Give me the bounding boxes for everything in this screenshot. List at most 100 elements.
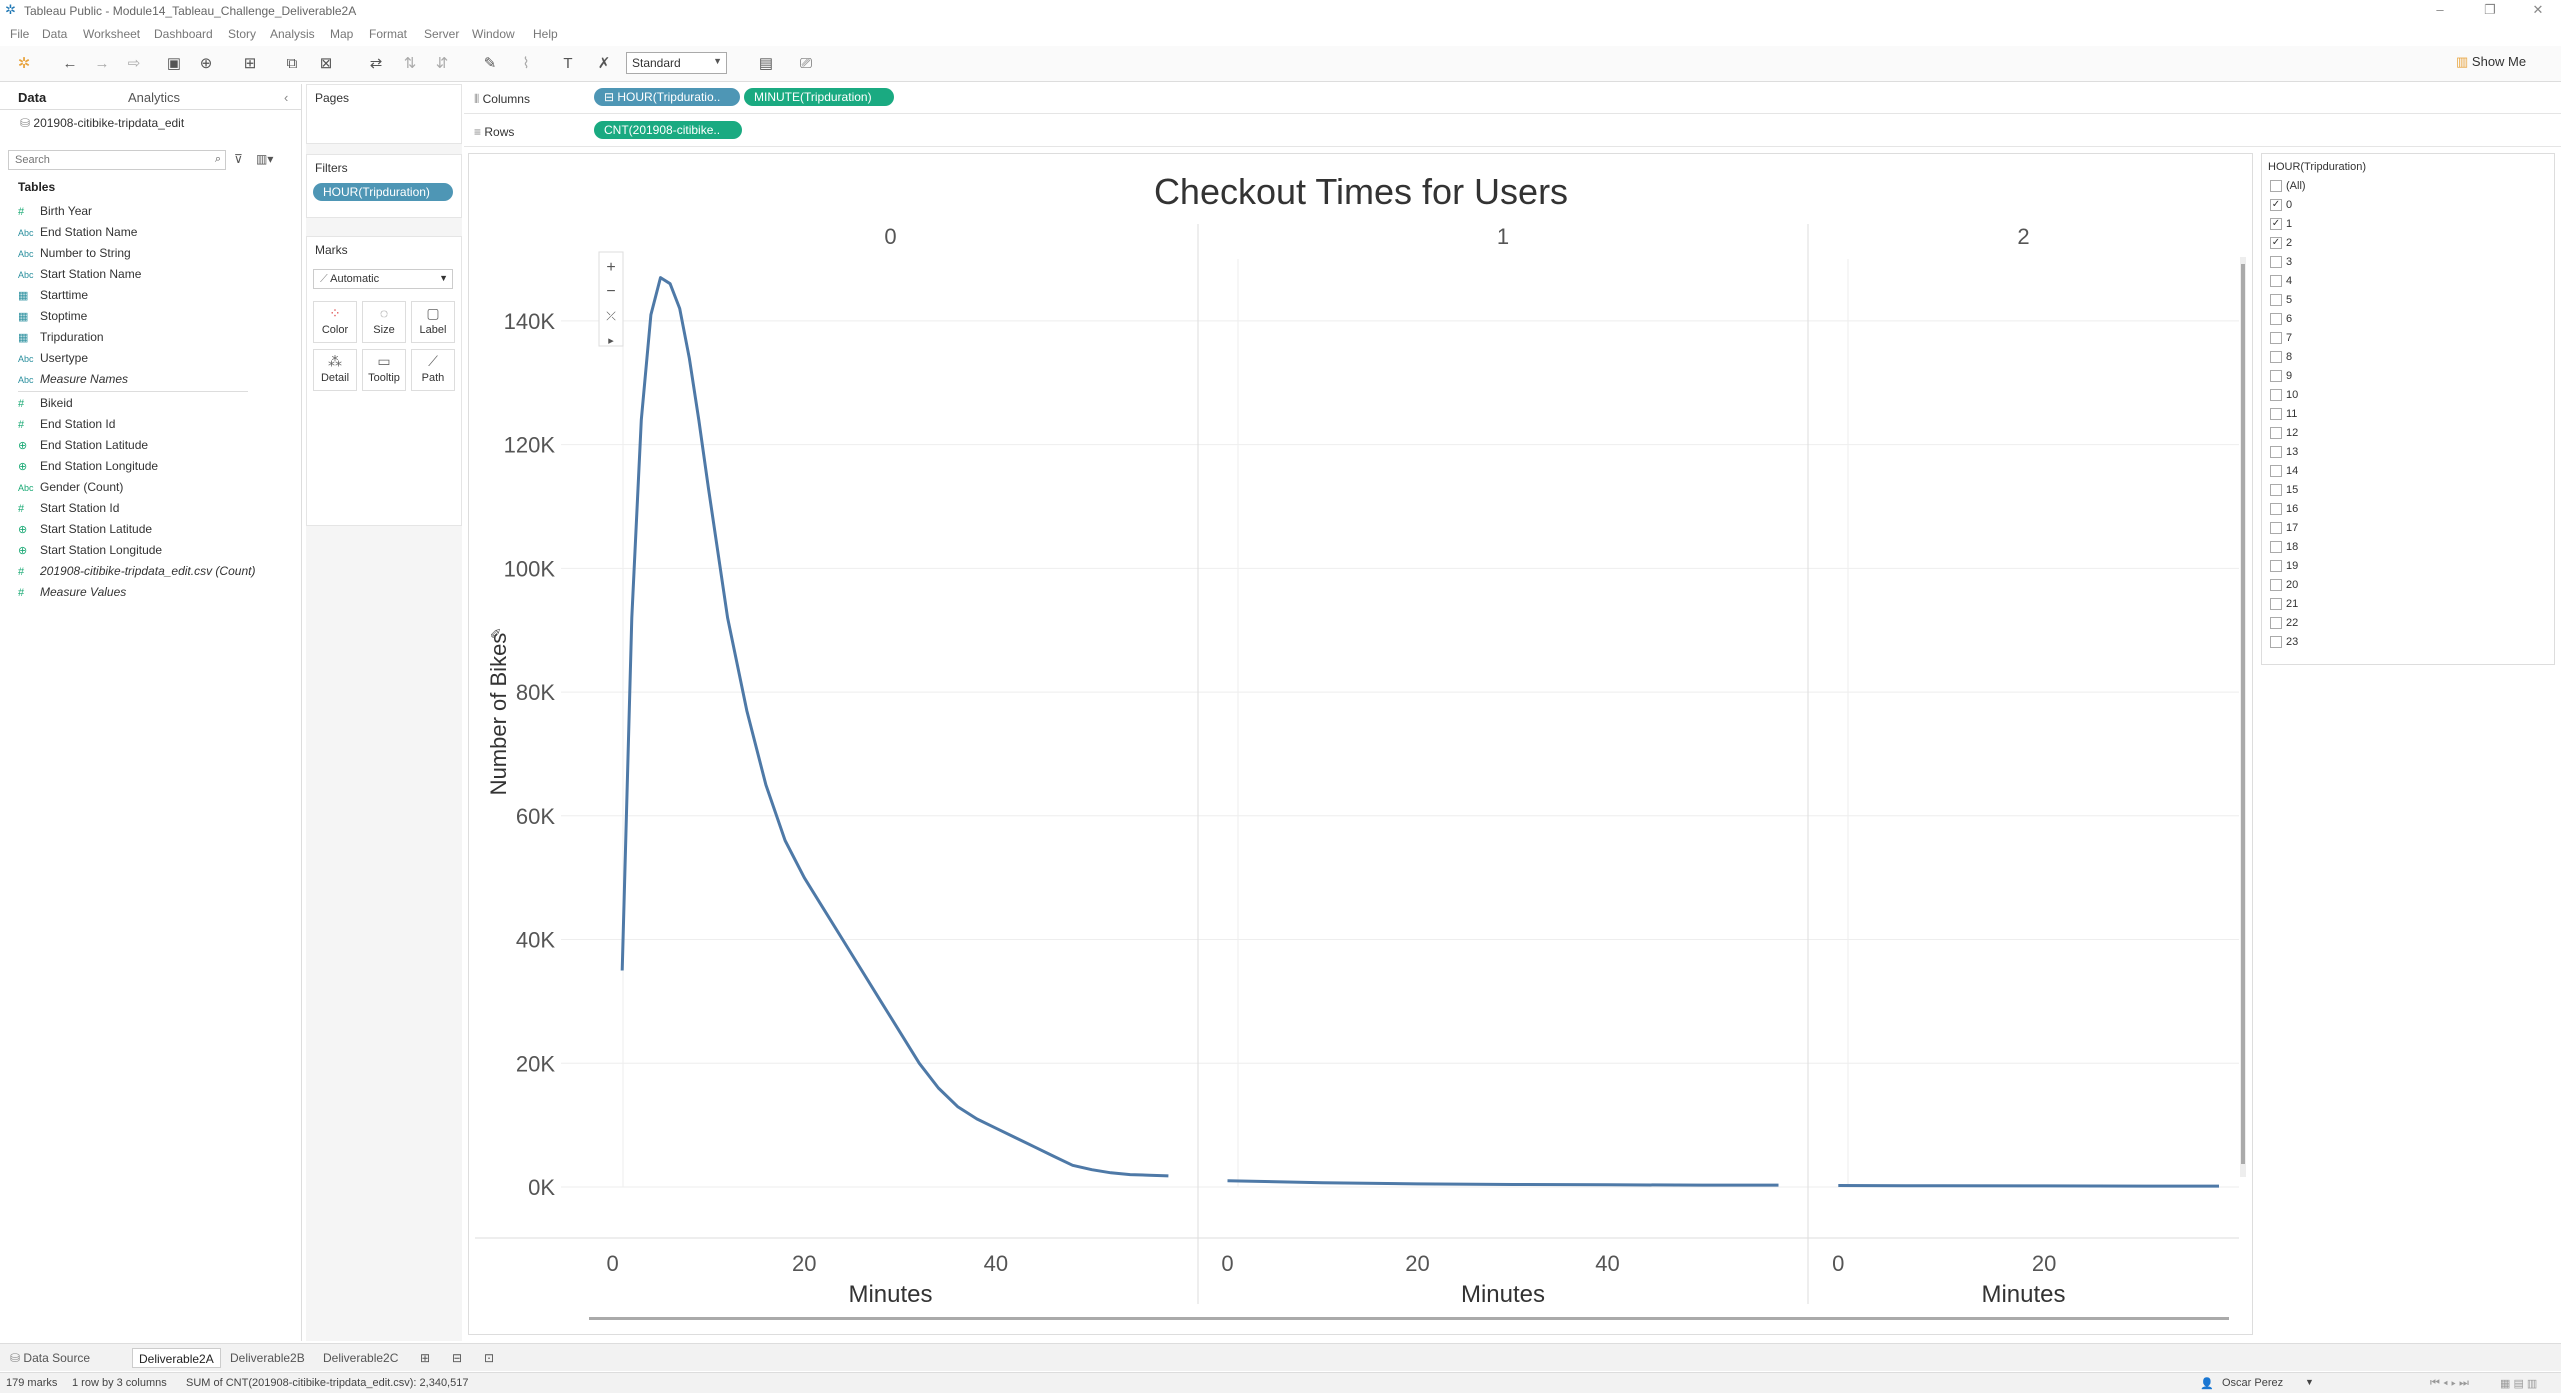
- sort-descending-icon[interactable]: ⇵: [435, 55, 449, 72]
- field-stoptime[interactable]: ▦ Stoptime: [18, 309, 88, 323]
- checkbox-icon[interactable]: [2270, 541, 2282, 554]
- checkbox-checked-icon[interactable]: ✓: [2270, 218, 2282, 231]
- filter-option-24[interactable]: 23: [2270, 636, 2298, 655]
- new-worksheet-icon[interactable]: ⊞: [243, 55, 257, 72]
- size-button[interactable]: ◌ Size: [362, 301, 406, 343]
- field-start-station-longitude[interactable]: ⊕ Start Station Longitude: [18, 543, 163, 557]
- checkbox-icon[interactable]: [2270, 560, 2282, 573]
- checkbox-icon[interactable]: [2270, 256, 2282, 269]
- presentation-mode-icon[interactable]: ⎚: [799, 55, 812, 72]
- checkbox-icon[interactable]: [2270, 370, 2282, 383]
- duplicate-icon[interactable]: ⧉: [286, 55, 298, 72]
- path-button[interactable]: ⟋ Path: [411, 349, 455, 391]
- menu-dashboard[interactable]: Dashboard: [154, 27, 213, 41]
- checkbox-icon[interactable]: [2270, 484, 2282, 497]
- checkbox-icon[interactable]: [2270, 294, 2282, 307]
- filter-option-8[interactable]: 7: [2270, 332, 2292, 351]
- checkbox-icon[interactable]: [2270, 636, 2282, 649]
- menu-story[interactable]: Story: [228, 27, 257, 41]
- filter-option-5[interactable]: 4: [2270, 275, 2292, 294]
- sort-ascending-icon[interactable]: ⇅: [403, 55, 417, 72]
- search-input[interactable]: [9, 151, 199, 168]
- redo-icon[interactable]: →: [94, 55, 110, 72]
- columns-pill-hour[interactable]: ⊟ HOUR(Tripduratio..: [594, 88, 740, 106]
- filter-option-16[interactable]: 15: [2270, 484, 2298, 503]
- filter-option-7[interactable]: 6: [2270, 313, 2292, 332]
- checkbox-icon[interactable]: [2270, 579, 2282, 592]
- reset-axes-icon[interactable]: ⤫: [606, 309, 616, 323]
- filter-option-6[interactable]: 5: [2270, 294, 2292, 313]
- filter-option-18[interactable]: 17: [2270, 522, 2298, 541]
- close-icon[interactable]: ✕: [2532, 2, 2544, 17]
- zoom-in-icon[interactable]: +: [606, 259, 615, 276]
- clear-sheet-icon[interactable]: ⊠: [319, 55, 333, 72]
- menu-window[interactable]: Window: [472, 27, 515, 41]
- field-starttime[interactable]: ▦ Starttime: [18, 288, 89, 302]
- filter-option-0[interactable]: (All): [2270, 180, 2306, 199]
- menu-worksheet[interactable]: Worksheet: [83, 27, 141, 41]
- filter-icon[interactable]: ⊽: [234, 152, 243, 166]
- fix-axes-icon[interactable]: ✗: [597, 55, 611, 72]
- checkbox-icon[interactable]: [2270, 427, 2282, 440]
- search-icon[interactable]: ⌕: [214, 153, 221, 165]
- tab-deliverable2c[interactable]: Deliverable2C: [323, 1351, 399, 1365]
- checkbox-checked-icon[interactable]: ✓: [2270, 199, 2282, 212]
- color-button[interactable]: ⁘ Color: [313, 301, 357, 343]
- filter-option-15[interactable]: 14: [2270, 465, 2298, 484]
- sheet-view-icon[interactable]: ▦ ▤ ▥: [2500, 1378, 2538, 1390]
- zoom-out-icon[interactable]: −: [606, 283, 615, 300]
- highlight-icon[interactable]: ✎: [483, 55, 497, 72]
- tab-deliverable2b[interactable]: Deliverable2B: [230, 1351, 305, 1365]
- filter-option-20[interactable]: 19: [2270, 560, 2298, 579]
- vertical-scrollbar-thumb[interactable]: [2241, 264, 2245, 1164]
- filter-option-14[interactable]: 13: [2270, 446, 2298, 465]
- filter-option-3[interactable]: ✓ 2: [2270, 237, 2292, 256]
- field-tripduration[interactable]: ▦ Tripduration: [18, 330, 104, 344]
- filter-option-13[interactable]: 12: [2270, 427, 2298, 446]
- group-icon[interactable]: ⌇: [522, 55, 530, 72]
- new-story-icon[interactable]: ⊡: [484, 1351, 495, 1365]
- checkbox-icon[interactable]: [2270, 275, 2282, 288]
- field-end-station-longitude[interactable]: ⊕ End Station Longitude: [18, 459, 159, 473]
- status-user[interactable]: Oscar Perez: [2222, 1377, 2284, 1389]
- play-icon[interactable]: ▸: [608, 335, 614, 347]
- columns-shelf[interactable]: ⦀ Columns ⊟ HOUR(Tripduratio.. MINUTE(Tr…: [464, 84, 2561, 114]
- filter-option-21[interactable]: 20: [2270, 579, 2298, 598]
- filter-option-9[interactable]: 8: [2270, 351, 2292, 370]
- tab-analytics[interactable]: Analytics: [128, 90, 181, 105]
- menu-format[interactable]: Format: [369, 27, 408, 41]
- field-record-count[interactable]: #201908-citibike-tripdata_edit.csv (Coun…: [18, 564, 256, 578]
- menu-data[interactable]: Data: [42, 27, 68, 41]
- pages-card[interactable]: Pages: [306, 84, 462, 144]
- field-end-station-name[interactable]: Abc End Station Name: [18, 225, 138, 239]
- checkbox-icon[interactable]: [2270, 522, 2282, 535]
- checkbox-icon[interactable]: [2270, 465, 2282, 478]
- save-icon[interactable]: ▣: [166, 55, 182, 72]
- filter-option-4[interactable]: 3: [2270, 256, 2292, 275]
- field-gender-count[interactable]: Abc Gender (Count): [18, 480, 124, 494]
- tooltip-button[interactable]: ▭ Tooltip: [362, 349, 406, 391]
- field-start-station-latitude[interactable]: ⊕ Start Station Latitude: [18, 522, 153, 536]
- new-worksheet-icon[interactable]: ⊞: [420, 1351, 431, 1365]
- swap-icon[interactable]: ⇄: [369, 55, 383, 72]
- new-datasource-icon[interactable]: ⊕: [199, 55, 213, 72]
- search-field[interactable]: ⌕: [8, 150, 226, 170]
- chevron-down-icon[interactable]: ▼: [2305, 1377, 2314, 1387]
- field-usertype[interactable]: Abc Usertype: [18, 351, 89, 365]
- tab-data[interactable]: Data: [18, 90, 47, 105]
- filters-card[interactable]: Filters HOUR(Tripduration): [306, 154, 462, 218]
- checkbox-icon[interactable]: [2270, 446, 2282, 459]
- field-measure-names[interactable]: Abc Measure Names: [18, 372, 129, 386]
- rows-pill-count[interactable]: CNT(201908-citibike..: [594, 121, 742, 139]
- checkbox-icon[interactable]: [2270, 598, 2282, 611]
- checkbox-icon[interactable]: [2270, 313, 2282, 326]
- datasource-item[interactable]: ⛁ 201908-citibike-tripdata_edit: [20, 116, 184, 130]
- filter-option-12[interactable]: 11: [2270, 408, 2297, 427]
- view-options-icon[interactable]: ▥▾: [256, 152, 274, 166]
- checkbox-checked-icon[interactable]: ✓: [2270, 237, 2282, 250]
- filter-pill[interactable]: HOUR(Tripduration): [313, 183, 453, 201]
- field-number-to-string[interactable]: Abc Number to String: [18, 246, 131, 260]
- sort-pin-icon[interactable]: ✎: [488, 627, 504, 639]
- filter-option-22[interactable]: 21: [2270, 598, 2298, 617]
- menu-server[interactable]: Server: [424, 27, 460, 41]
